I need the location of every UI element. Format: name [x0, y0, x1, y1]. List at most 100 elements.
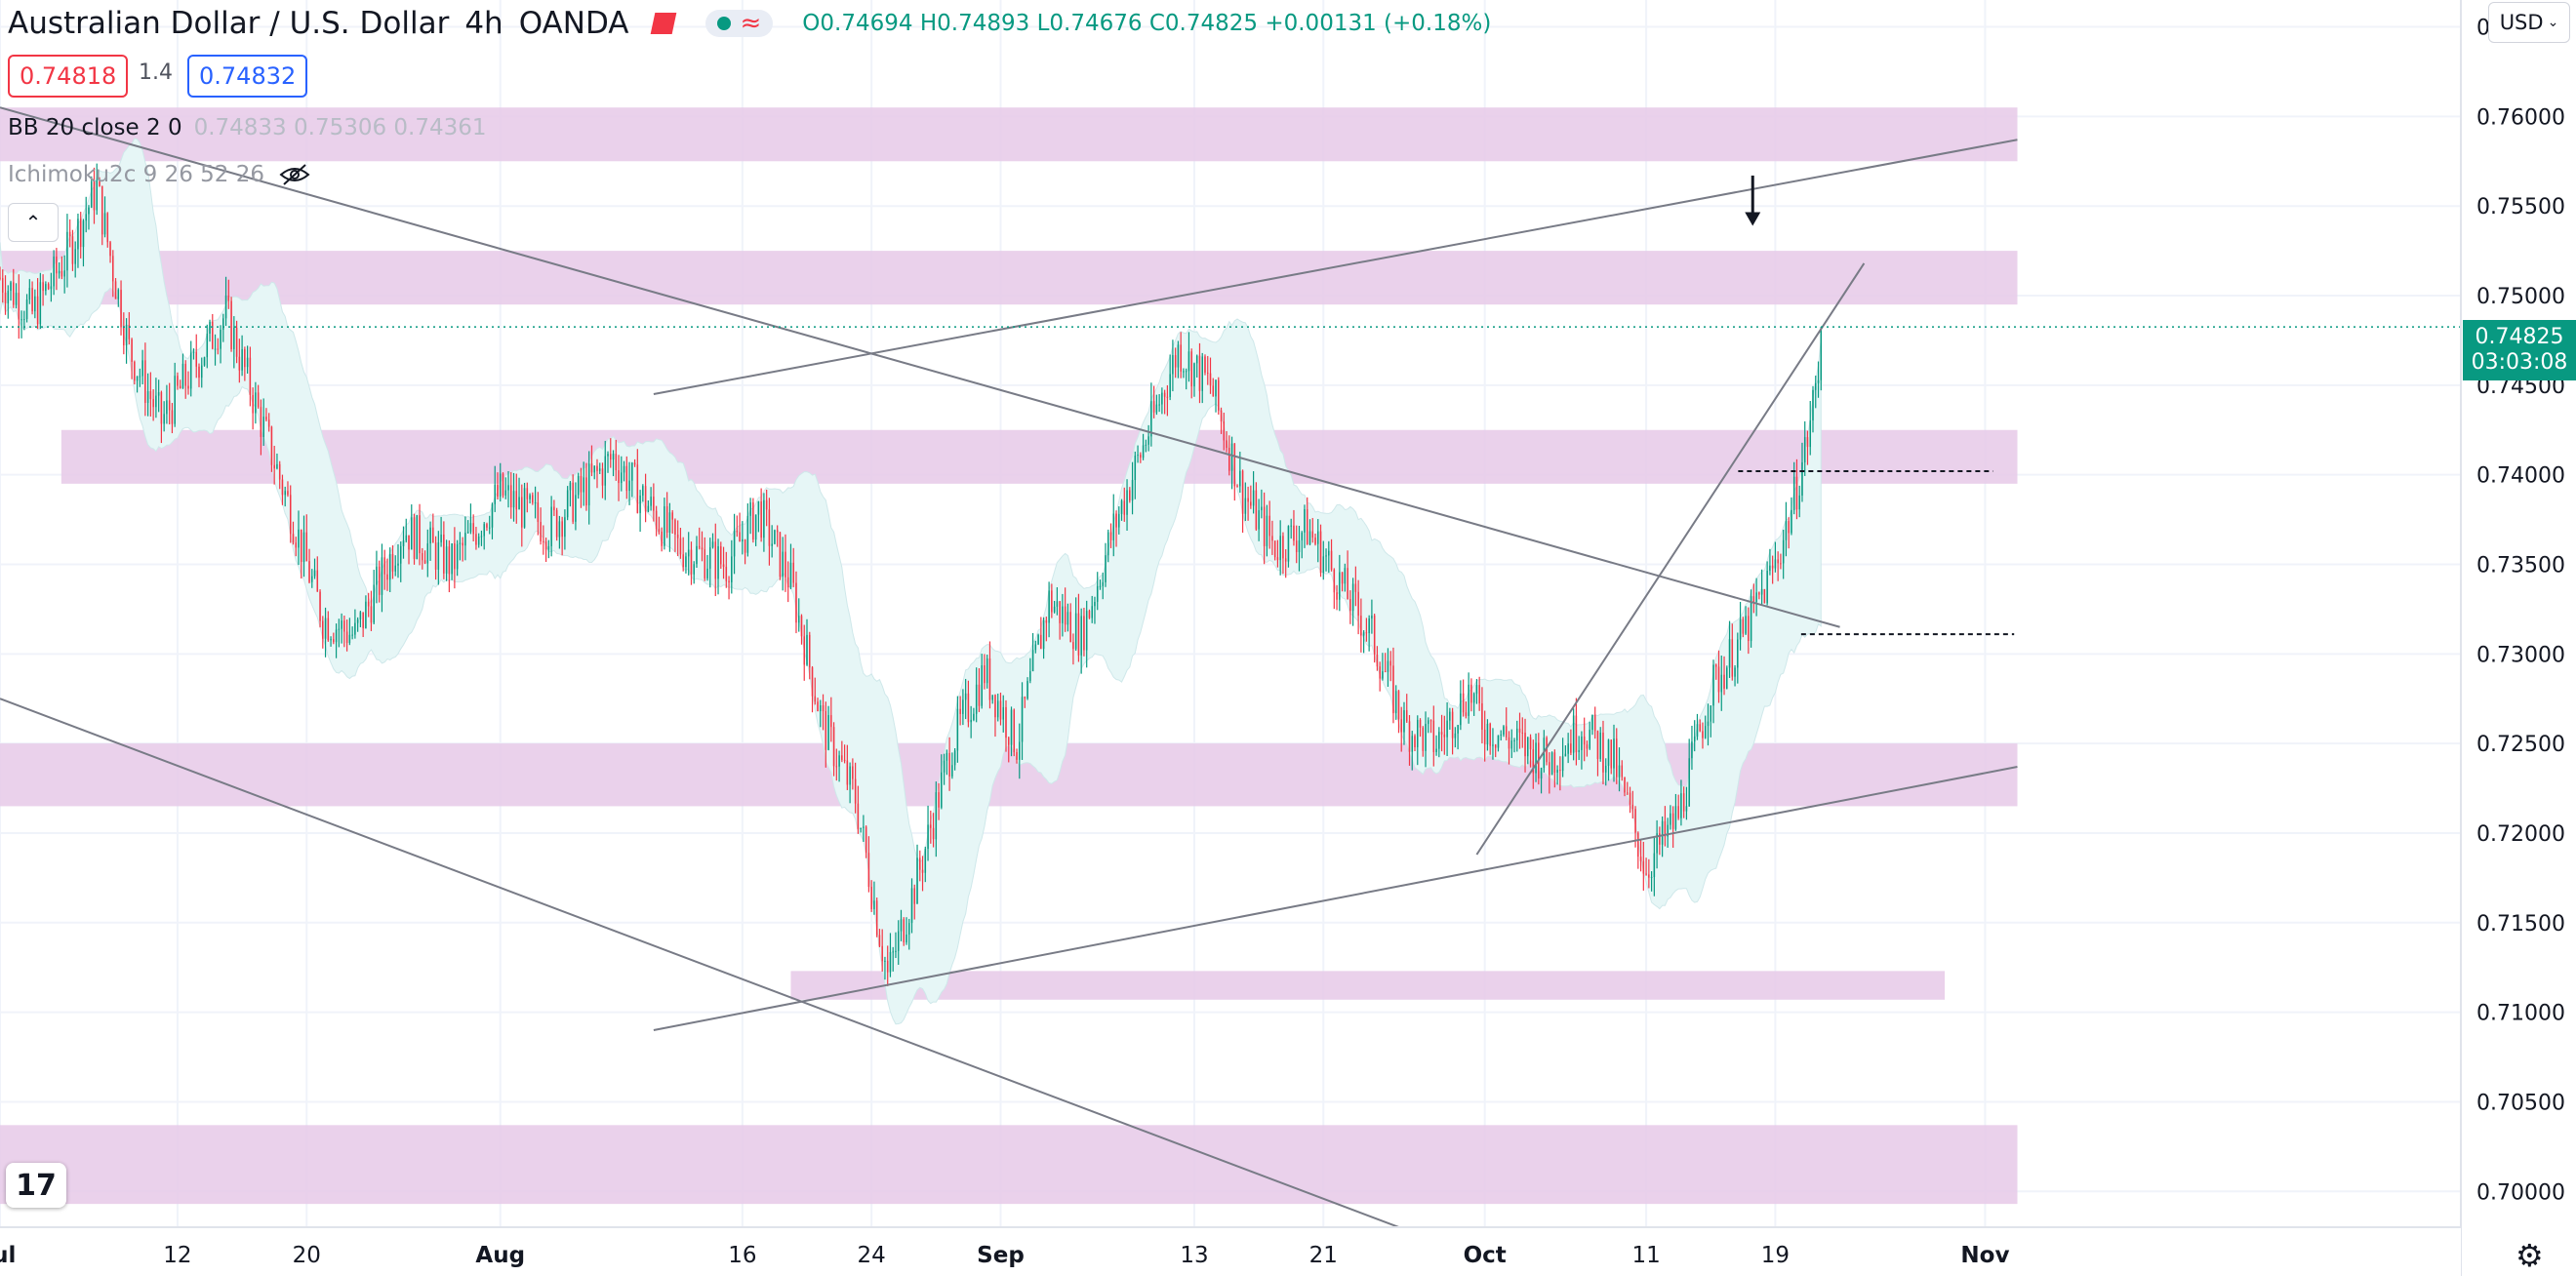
candle-body: [454, 543, 456, 570]
settings-gear-icon[interactable]: ⚙: [2516, 1237, 2544, 1274]
candle-body: [82, 220, 85, 248]
candle-body: [1137, 455, 1139, 457]
candle-body: [1503, 726, 1505, 736]
candle-body: [1368, 618, 1370, 634]
flag-icon[interactable]: [650, 13, 676, 34]
candle-body: [1126, 490, 1128, 515]
candle-body: [515, 491, 518, 510]
candle-body: [789, 562, 792, 588]
candle-body: [924, 849, 927, 873]
candle-body: [1268, 515, 1270, 537]
candle-body: [184, 363, 186, 386]
candle-body: [1134, 456, 1137, 480]
candle-body: [1193, 363, 1195, 387]
candle-body: [647, 505, 650, 512]
candle-body: [1220, 410, 1223, 422]
candle-body: [717, 545, 719, 579]
candle-body: [422, 553, 423, 561]
candle-body: [311, 576, 313, 582]
candle-body: [466, 532, 469, 534]
candle-body: [1373, 615, 1376, 655]
candle-body: [962, 699, 964, 714]
candle-body: [394, 565, 396, 572]
candle-body: [1024, 697, 1026, 699]
candle-body: [943, 760, 946, 773]
collapse-legend-button[interactable]: ⌃: [8, 203, 59, 242]
bb-values: 0.74833 0.75306 0.74361: [193, 115, 487, 140]
candle-body: [378, 566, 381, 595]
candle-body: [1314, 538, 1316, 544]
candle-body: [1806, 437, 1809, 448]
candle-body: [1451, 711, 1454, 738]
status-pill[interactable]: ≈: [704, 10, 774, 37]
candle-body: [1298, 539, 1301, 552]
candle-body: [1704, 726, 1707, 738]
candle-body: [1319, 531, 1322, 574]
candle-body: [1099, 585, 1102, 587]
candle-body: [270, 426, 273, 465]
candle-body: [1449, 711, 1451, 721]
candle-body: [1629, 792, 1631, 805]
trendline: [0, 106, 1840, 628]
price-tick-label: 0.70000: [2476, 1180, 2565, 1205]
candle-body: [1527, 737, 1529, 757]
candle-body: [486, 524, 488, 528]
candle-body: [1042, 619, 1045, 650]
buy-button[interactable]: 0.74832: [187, 55, 308, 98]
candle-body: [262, 417, 264, 437]
currency-button[interactable]: USD ⌄: [2488, 2, 2570, 43]
interval-label[interactable]: 4h: [464, 6, 503, 41]
candle-body: [653, 497, 655, 511]
candle-body: [1088, 611, 1091, 618]
candle-body: [1019, 741, 1021, 760]
candle-body: [1446, 720, 1448, 738]
candle-body: [1218, 379, 1220, 411]
candle-body: [1007, 738, 1010, 745]
candle-body: [1680, 793, 1682, 818]
broker-label[interactable]: OANDA: [518, 6, 629, 41]
support-resistance-zones: [0, 107, 2018, 1205]
bb-indicator-legend[interactable]: BB 20 close 2 0 0.74833 0.75306 0.74361: [8, 115, 487, 140]
candle-body: [1682, 793, 1685, 812]
symbol-title[interactable]: Australian Dollar / U.S. Dollar: [8, 6, 450, 41]
candle-body: [685, 556, 687, 568]
candle-body: [817, 701, 819, 712]
last-price: 0.74825: [2475, 325, 2564, 349]
candle-body: [1013, 709, 1016, 753]
candle-body: [1147, 436, 1149, 445]
candle-body: [628, 480, 630, 492]
candle-body: [136, 376, 139, 381]
price-tick-label: 0.73500: [2476, 553, 2565, 578]
eye-off-icon[interactable]: [278, 163, 311, 186]
candle-body: [841, 755, 843, 760]
candle-body: [1510, 740, 1513, 749]
candle-body: [1405, 710, 1408, 722]
candle-body: [607, 454, 609, 457]
candle-body: [391, 554, 394, 572]
candle-body: [58, 270, 60, 274]
candle-body: [1102, 581, 1104, 586]
time-axis: Jul 12 20 Aug 16 24 Sep 13 21 Oct 11 19 Nov: [0, 1226, 2461, 1276]
candle-body: [631, 462, 633, 481]
candle-body: [696, 545, 698, 565]
candle-body: [405, 535, 408, 541]
candle-body: [10, 282, 12, 292]
sell-button[interactable]: 0.74818: [8, 55, 129, 98]
candle-body: [1239, 470, 1241, 487]
tradingview-logo-icon[interactable]: 17: [6, 1163, 66, 1208]
candle-body: [561, 521, 563, 538]
candle-body: [785, 551, 786, 578]
candle-body: [518, 497, 520, 510]
candle-body: [1230, 443, 1233, 471]
candle-body: [125, 324, 128, 346]
candle-body: [426, 543, 429, 564]
candle-body: [367, 601, 370, 607]
candle-body: [1115, 513, 1117, 528]
candle-body: [895, 950, 897, 952]
candle-body: [1190, 351, 1192, 387]
candle-body: [13, 282, 15, 305]
candle-body: [356, 618, 359, 623]
candle-body: [373, 584, 375, 623]
ichimoku-indicator-legend[interactable]: Ichimoku2c 9 26 52 26: [8, 162, 311, 187]
